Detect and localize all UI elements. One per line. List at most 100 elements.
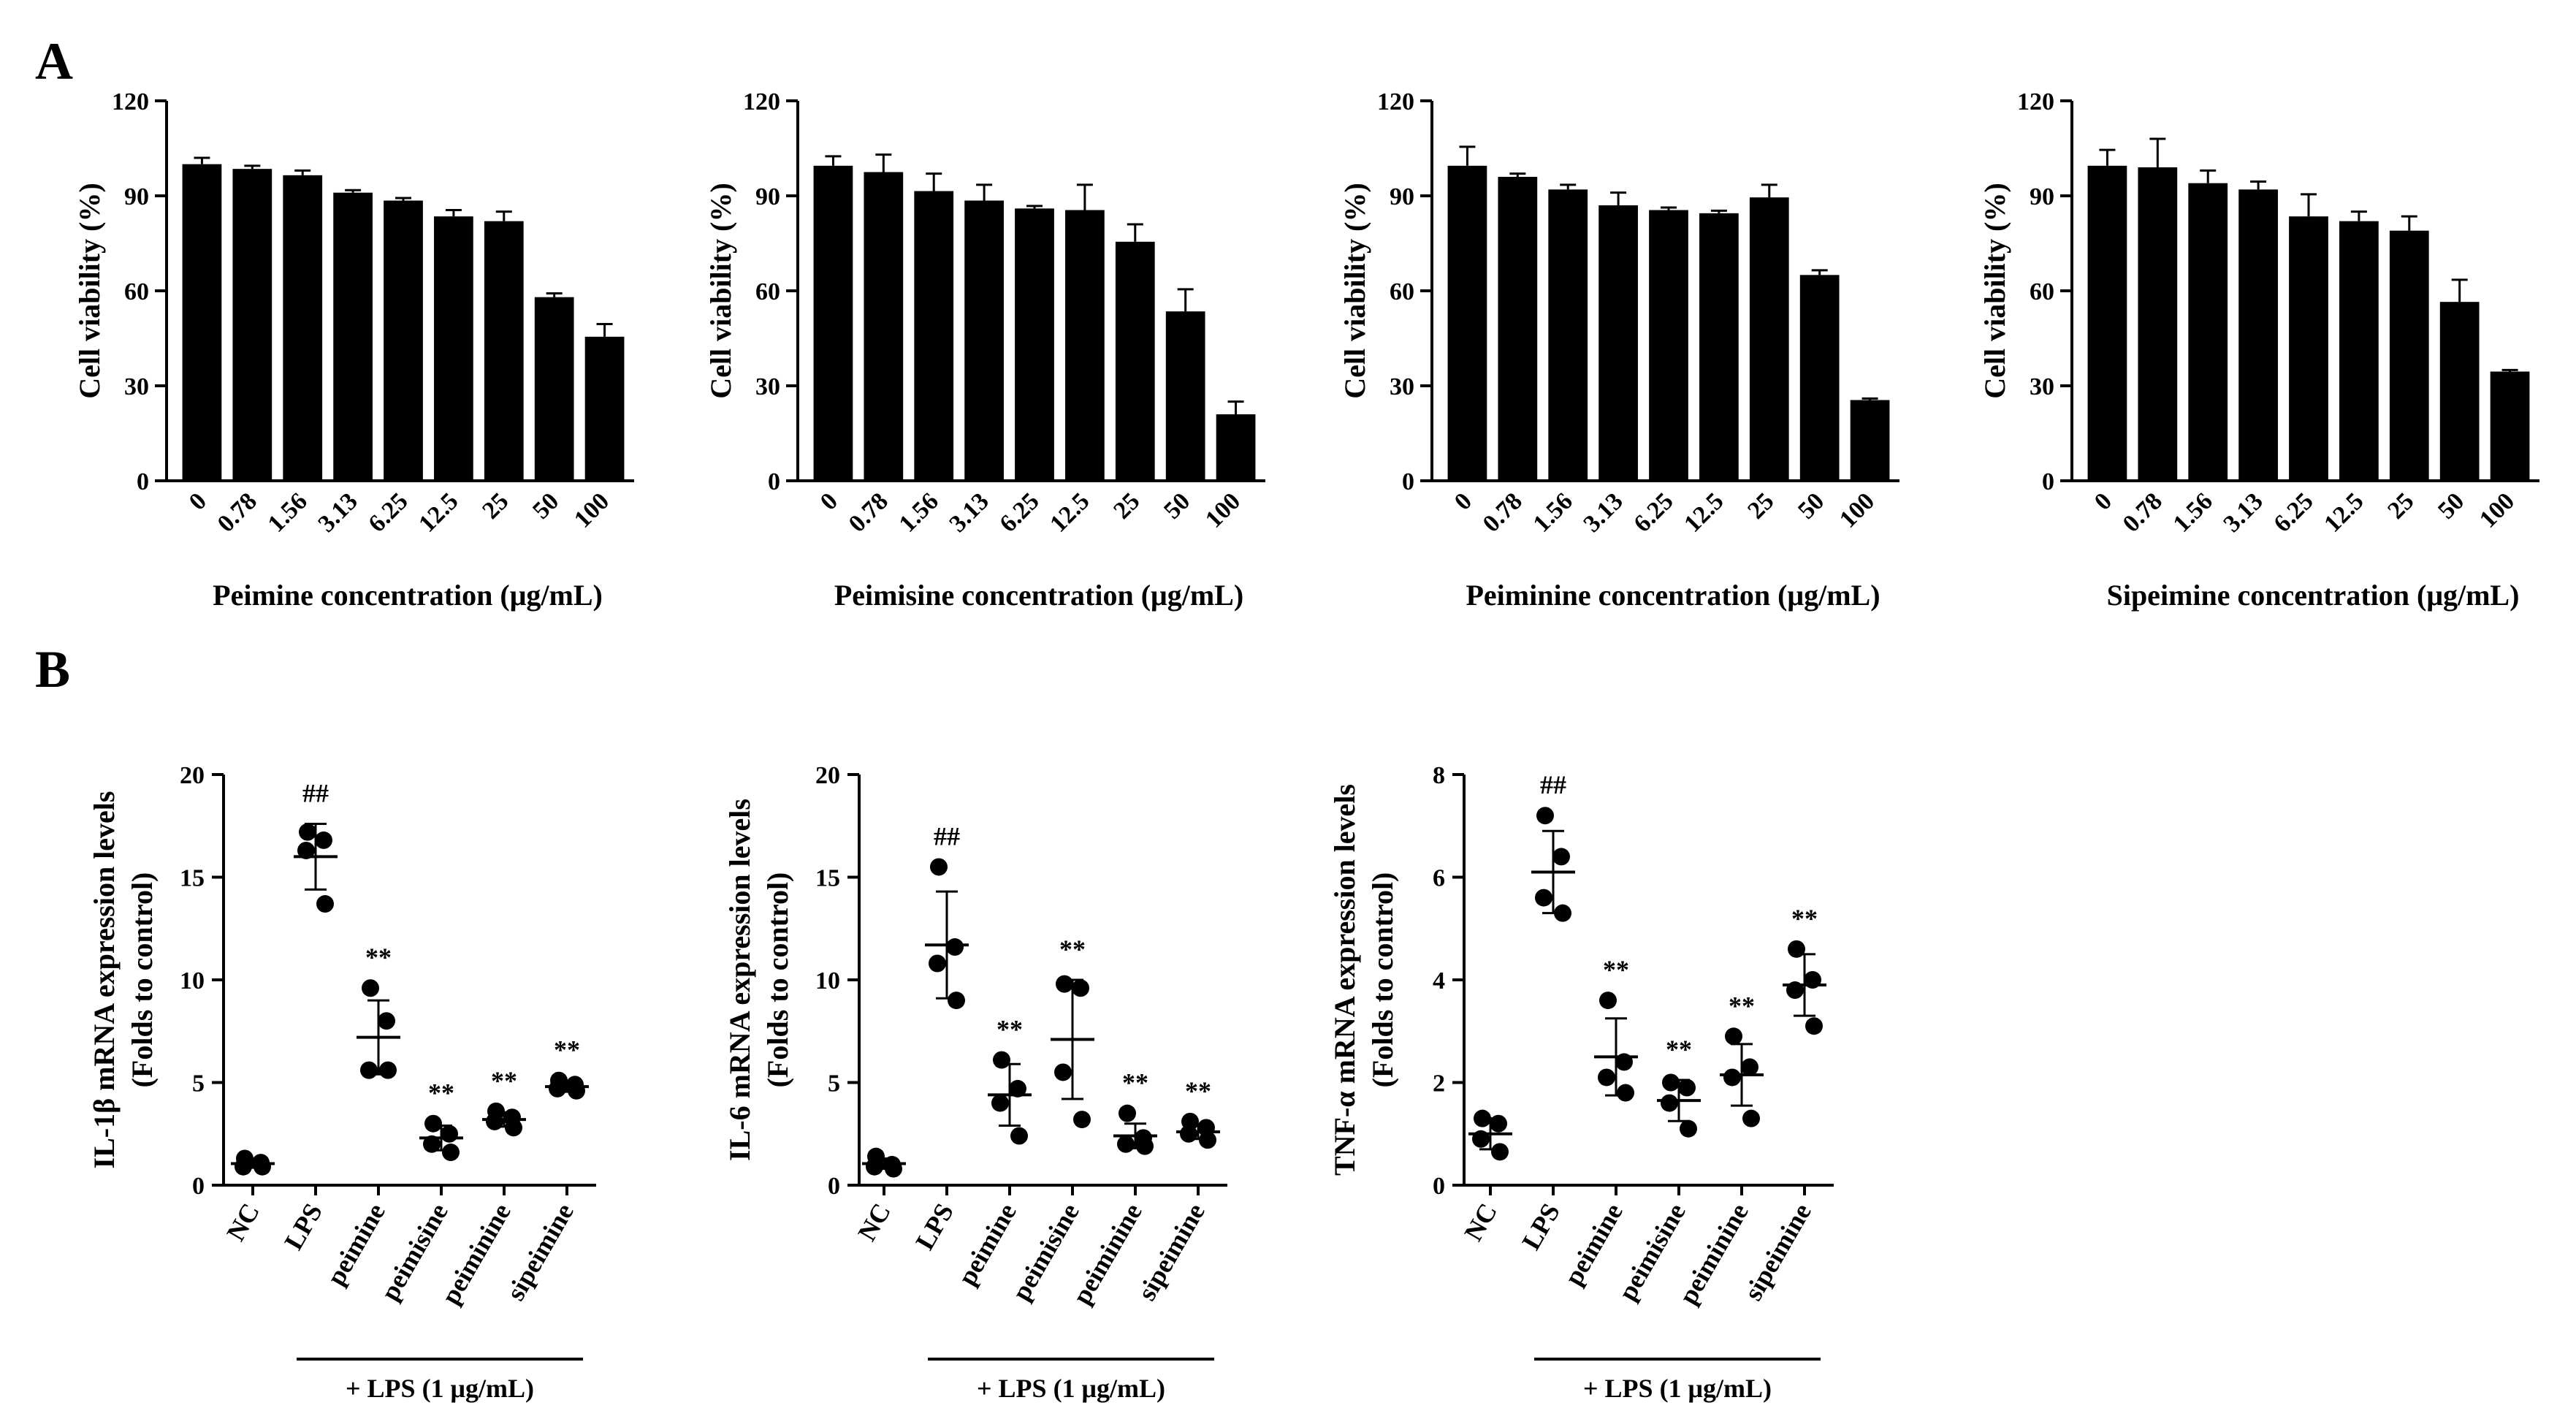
data-point [316,895,334,913]
data-point [423,1135,441,1153]
x-tick-label: 6.25 [1628,487,1678,537]
x-tick-label: 25 [1108,487,1145,524]
bar [864,172,904,481]
y-tick-label: 60 [2030,278,2054,305]
x-tick-label: 100 [1834,487,1880,533]
panel-letter-a: A [35,32,73,91]
y-tick-label: 20 [180,762,205,789]
bar [2188,183,2228,481]
x-tick-label: 0 [2089,487,2117,515]
y-tick-label: 60 [755,278,780,305]
y-axis-title: Cell viability (%) [73,183,106,399]
bar [2138,167,2178,481]
data-point [929,954,946,973]
x-category-label: peimine [321,1198,391,1290]
bar [2339,221,2379,481]
data-point [360,1061,378,1079]
significance-label: ** [1666,1035,1692,1064]
data-point [1617,1084,1634,1102]
y-axis-title-line1: IL-6 mRNA expression levels [723,799,756,1161]
x-axis-title: Sipeimine concentration (μg/mL) [2107,579,2520,612]
x-axis-title: Peimine concentration (μg/mL) [213,579,603,612]
bar [2439,302,2480,481]
y-tick-label: 10 [815,967,840,994]
x-tick-label: 25 [1742,487,1779,524]
data-point [1117,1135,1135,1153]
significance-label: ** [1122,1068,1148,1097]
x-tick-label: 0 [815,487,843,515]
bar [964,200,1004,481]
x-tick-label: 3.13 [2219,487,2268,537]
y-tick-label: 120 [1377,88,1414,115]
x-tick-label: 3.13 [1579,487,1628,537]
data-point [946,938,964,956]
bar [2238,189,2278,481]
significance-label: ## [302,778,329,807]
significance-label: ## [934,821,960,851]
data-point [1536,807,1554,825]
y-axis-title-line2: (Folds to control) [1366,872,1399,1088]
scatter-chart-1: 05101520NC##LPS**peimine**peimisine**pei… [88,762,596,1403]
x-category-label: LPS [910,1198,959,1255]
x-category-label: LPS [1516,1198,1566,1255]
x-tick-label: 25 [2382,487,2419,524]
bar [1649,210,1688,481]
y-tick-label: 0 [1402,468,1414,495]
y-tick-label: 0 [828,1173,840,1200]
x-tick-label: 50 [527,487,564,524]
bar [1447,165,1487,482]
x-tick-label: 6.25 [2268,487,2318,537]
y-tick-label: 60 [1390,278,1414,305]
data-point [1535,889,1552,907]
x-axis-title: Peiminine concentration (μg/mL) [1466,579,1880,612]
lps-group-label: + LPS (1 μg/mL) [346,1374,534,1403]
data-point [442,1144,460,1162]
bar [1015,208,1054,481]
y-tick-label: 120 [743,88,780,115]
bar [1498,177,1538,481]
bar [1598,205,1638,481]
bar [2289,216,2328,481]
x-tick-label: 12.5 [1679,487,1729,537]
y-tick-label: 10 [180,967,205,994]
y-tick-label: 4 [1433,967,1445,994]
data-point [1725,1027,1742,1046]
data-point [1073,1111,1091,1129]
data-point [1491,1143,1509,1161]
y-tick-label: 0 [137,468,149,495]
panel-letter-b: B [35,640,70,699]
data-point [362,979,379,997]
data-point [1742,1109,1760,1127]
data-point [549,1079,566,1097]
data-point [1805,1017,1823,1035]
lps-group-label: + LPS (1 μg/mL) [977,1374,1165,1403]
data-point [993,1051,1010,1069]
x-tick-label: 25 [477,487,514,524]
bar [434,216,473,481]
y-axis-title: Cell viability (%) [704,183,737,399]
data-point [1678,1078,1696,1097]
bar [182,164,222,481]
significance-label: ** [1791,904,1818,933]
scatter-chart-3: 02468NC##LPS**peimine**peimisine**peimin… [1328,762,1834,1403]
bar [333,192,373,481]
lps-group-label: + LPS (1 μg/mL) [1583,1374,1772,1403]
x-tick-label: 0.78 [2118,487,2168,537]
y-tick-label: 5 [192,1070,205,1097]
y-axis-title: Cell viability (%) [1338,183,1371,399]
y-tick-label: 30 [1390,373,1414,400]
data-point [1741,1058,1758,1076]
data-point [299,823,316,841]
data-point [1054,1063,1072,1081]
y-tick-label: 20 [815,762,840,789]
y-tick-label: 6 [1433,865,1445,892]
scatter-chart-2: 05101520NC##LPS**peimine**peimisine**pei… [723,762,1227,1403]
x-tick-label: 6.25 [994,487,1044,537]
x-category-label: peimine [1558,1198,1628,1290]
bar [1165,311,1205,481]
y-tick-label: 0 [192,1173,205,1200]
x-tick-label: 100 [2474,487,2520,533]
x-tick-label: 12.5 [1045,487,1094,537]
